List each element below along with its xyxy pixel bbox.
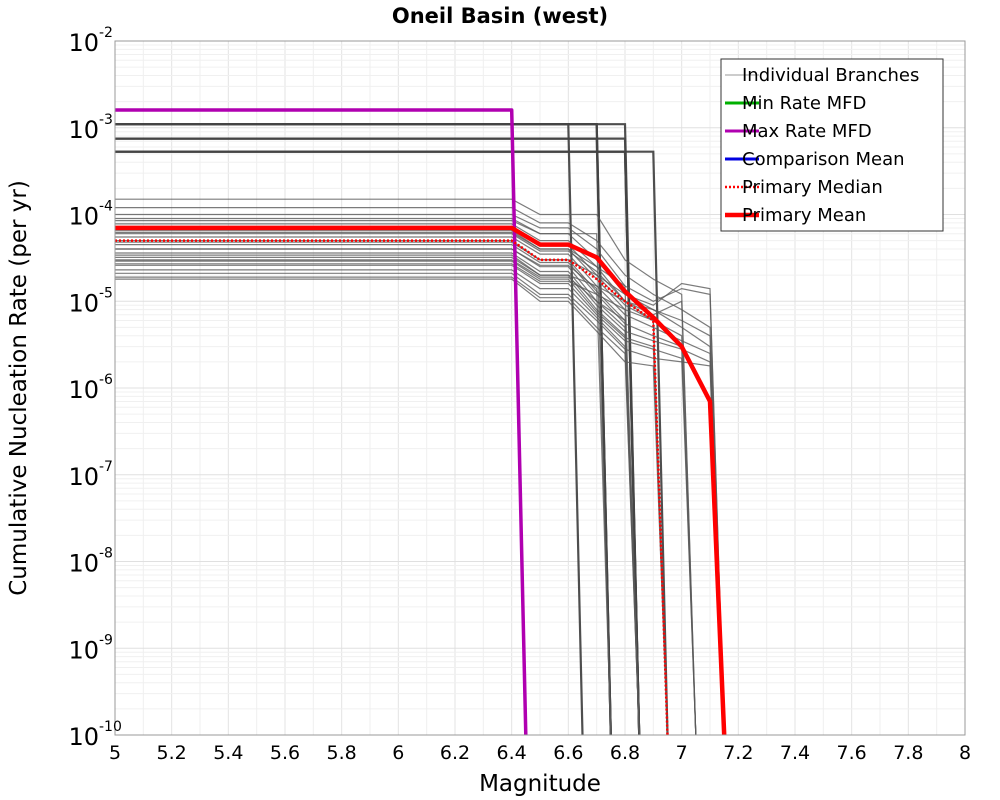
y-tick-exponent: -2 (99, 25, 113, 41)
legend-label: Min Rate MFD (742, 93, 866, 114)
legend-label: Max Rate MFD (742, 121, 872, 142)
y-tick-label: 10 (68, 116, 99, 144)
y-tick-exponent: -5 (99, 285, 113, 301)
legend-label: Primary Median (742, 177, 883, 198)
plot-frame (114, 40, 966, 736)
y-tick-label: 10 (68, 289, 99, 317)
y-tick-exponent: -3 (99, 112, 113, 128)
legend-label: Individual Branches (742, 65, 919, 86)
x-tick-label: 5 (109, 742, 121, 764)
series-individual-branch (115, 254, 697, 736)
series-individual-branch (115, 248, 612, 736)
series-individual-branch (115, 198, 697, 736)
series-individual-branch (115, 252, 725, 736)
series-individual-branch (115, 272, 725, 736)
series-individual-branch (115, 259, 640, 736)
series-individual-branch (115, 236, 725, 736)
y-tick-exponent: -9 (99, 632, 113, 648)
y-tick-label: 10 (68, 203, 99, 231)
x-tick-label: 6.2 (440, 742, 470, 764)
legend-label: Primary Mean (742, 205, 866, 226)
y-tick-label: 10 (68, 463, 99, 491)
legend-box (720, 58, 944, 232)
x-tick-label: 5.8 (327, 742, 357, 764)
y-tick-label: 10 (68, 376, 99, 404)
x-tick-label: 6.8 (610, 742, 640, 764)
x-tick-label: 5.4 (213, 742, 243, 764)
y-tick-label: 10 (68, 636, 99, 664)
y-tick-label: 10 (68, 29, 99, 57)
y-tick-label: 10 (68, 550, 99, 578)
y-tick-label: 10 (68, 723, 99, 751)
x-tick-label: 6.6 (553, 742, 583, 764)
main-series-layer (115, 108, 727, 736)
series-individual-branch (115, 233, 725, 736)
series-max-rate-mfd (115, 108, 528, 736)
x-tick-label: 7.4 (780, 742, 810, 764)
series-individual-branch (115, 241, 725, 736)
x-tick-label: 6 (392, 742, 404, 764)
x-tick-label: 8 (959, 742, 971, 764)
series-primary-median (115, 239, 669, 736)
series-individual-branch (115, 269, 640, 736)
x-tick-label: 7.8 (893, 742, 923, 764)
y-tick-exponent: -8 (99, 546, 113, 562)
series-individual-branch (115, 276, 640, 736)
legend-label: Comparison Mean (742, 149, 905, 170)
y-tick-exponent: -10 (99, 719, 122, 735)
x-tick-label: 5.2 (157, 742, 187, 764)
series-individual-branch (115, 264, 697, 736)
y-tick-exponent: -4 (99, 199, 113, 215)
series-individual-branch (115, 123, 584, 736)
series-individual-branch (115, 207, 725, 736)
x-tick-labels: 5 5.2 5.4 5.6 5.8 6 6.2 6.4 6.6 6.8 7 7.2 7.4 7.6 7.8 8 (109, 742, 971, 764)
y-axis-label: Cumulative Nucleation Rate (per yr) (6, 180, 32, 596)
x-axis-label: Magnitude (479, 771, 601, 797)
x-tick-label: 7.6 (837, 742, 867, 764)
y-tick-exponent: -6 (99, 372, 113, 388)
x-tick-label: 6.4 (497, 742, 527, 764)
x-tick-label: 5.6 (270, 742, 300, 764)
x-tick-label: 7.2 (723, 742, 753, 764)
chart-title: Oneil Basin (west) (392, 4, 608, 28)
legend: Individual Branches Min Rate MFD Max Rate … (720, 58, 944, 232)
series-individual-branch (115, 150, 669, 736)
series-primary-mean (115, 225, 727, 736)
x-tick-label: 7 (676, 742, 688, 764)
y-tick-exponent: -7 (99, 459, 113, 475)
series-individual-branch (115, 217, 612, 736)
